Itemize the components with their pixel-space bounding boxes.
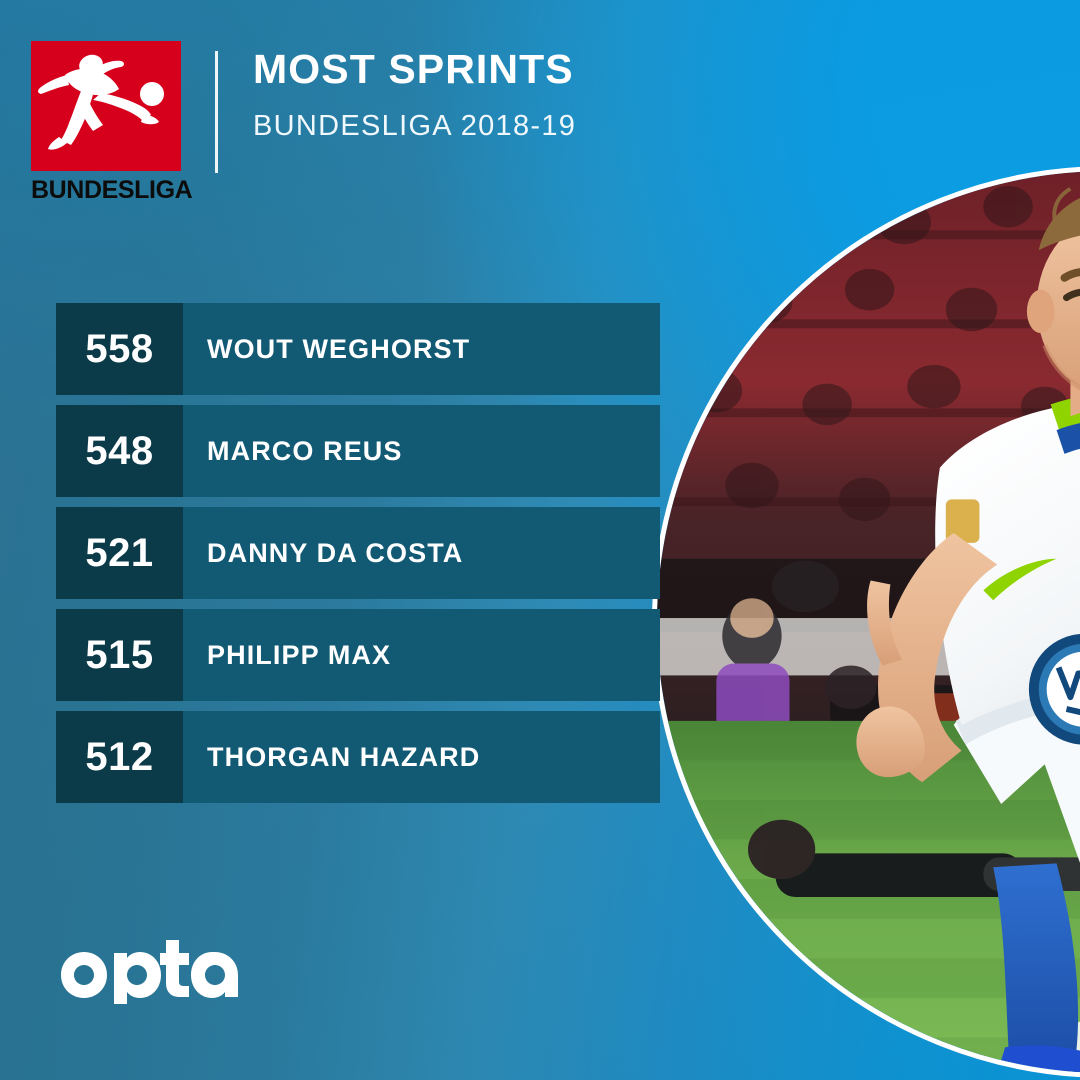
table-row: 512 THORGAN HAZARD	[56, 711, 660, 803]
bundesliga-wordmark: BUNDESLIGA	[31, 176, 193, 204]
row-player-name: DANNY DA COSTA	[207, 537, 464, 568]
row-name-cell: DANNY DA COSTA	[183, 507, 660, 599]
row-value-cell: 558	[56, 303, 183, 395]
row-player-name: THORGAN HAZARD	[207, 741, 481, 772]
bundesliga-logo: BUNDESLIGA	[31, 41, 193, 204]
row-value: 558	[85, 327, 154, 371]
header-titles: MOST SPRINTS BUNDESLIGA 2018-19	[253, 49, 576, 141]
header-divider	[215, 51, 218, 173]
row-value-cell: 512	[56, 711, 183, 803]
row-player-name: MARCO REUS	[207, 435, 403, 466]
page-title: MOST SPRINTS	[253, 46, 574, 92]
row-name-cell: WOUT WEGHORST	[183, 303, 660, 395]
row-name-cell: PHILIPP MAX	[183, 609, 660, 701]
table-row: 515 PHILIPP MAX	[56, 609, 660, 701]
table-row: 521 DANNY DA COSTA	[56, 507, 660, 599]
sprints-ranking-list: 558 WOUT WEGHORST 548 MARCO REUS 521 DAN…	[56, 303, 660, 803]
kicking-footballer-icon	[38, 54, 164, 150]
row-name-cell: THORGAN HAZARD	[183, 711, 660, 803]
opta-logo	[60, 938, 240, 1004]
row-value: 512	[85, 735, 154, 779]
row-name-cell: MARCO REUS	[183, 405, 660, 497]
header: BUNDESLIGA MOST SPRINTS BUNDESLIGA 2018-…	[31, 41, 576, 203]
table-row: 548 MARCO REUS	[56, 405, 660, 497]
player-photo-circle	[652, 166, 1080, 1078]
player-photo	[657, 171, 1080, 1073]
table-row: 558 WOUT WEGHORST	[56, 303, 660, 395]
row-player-name: PHILIPP MAX	[207, 639, 392, 670]
player-photo-icon	[657, 171, 1080, 1073]
row-value: 515	[85, 633, 154, 677]
row-value-cell: 515	[56, 609, 183, 701]
bundesliga-crest-icon	[31, 41, 181, 171]
row-value: 521	[85, 531, 154, 575]
row-value: 548	[85, 429, 154, 473]
opta-wordmark-icon	[61, 940, 238, 1004]
row-value-cell: 521	[56, 507, 183, 599]
page-subtitle: BUNDESLIGA 2018-19	[253, 110, 577, 142]
row-value-cell: 548	[56, 405, 183, 497]
row-player-name: WOUT WEGHORST	[207, 333, 471, 364]
